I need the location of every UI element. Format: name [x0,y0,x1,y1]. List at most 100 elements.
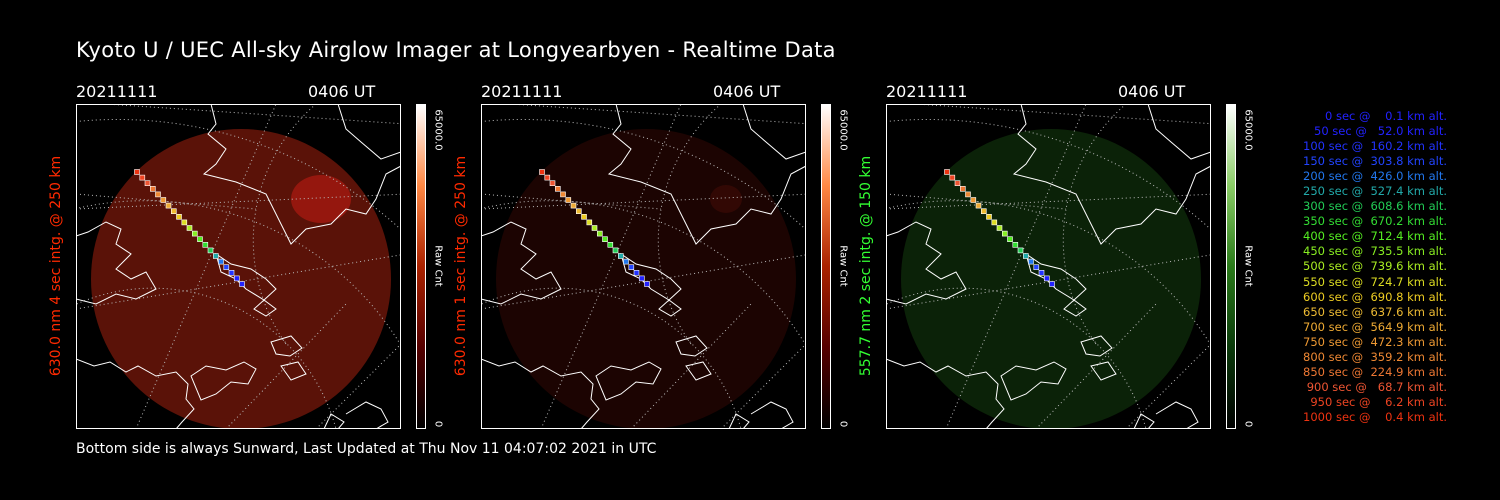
coastline [750,401,794,429]
coastline [1000,361,1067,401]
trajectory-marker [965,191,971,198]
coastline [620,252,682,301]
coastline [1155,401,1199,429]
trajectory-marker [539,169,545,175]
trajectory-marker [134,169,140,175]
trajectory-marker [975,202,982,209]
trajectory-marker [565,197,572,203]
trajectory-marker [228,270,235,276]
trajectory-marker [602,236,608,242]
legend-item: 550 sec @ 724.7 km alt. [1303,274,1447,289]
colorbar [821,104,831,429]
trajectory-marker [644,281,650,287]
trajectory-marker [949,174,956,181]
coastline [1147,104,1211,160]
trajectory-marker [960,186,966,192]
panel-wavelength-label: 557.7 nm 2 sec intg. @ 150 km [858,155,874,377]
legend-item: 350 sec @ 670.2 km alt. [1303,214,1447,229]
coastline [886,221,967,305]
legend-item: 650 sec @ 637.6 km alt. [1303,304,1447,319]
trajectory-marker [144,180,151,186]
coastline [337,104,401,160]
panel-date: 20211111 [481,82,563,101]
legend-item: 100 sec @ 160.2 km alt. [1303,139,1447,154]
coastline [886,358,1005,429]
trajectory-marker [954,180,961,186]
legend-item: 450 sec @ 735.5 km alt. [1303,244,1447,259]
legend-item: 1000 sec @ 0.4 km alt. [1303,409,1447,424]
legend-item: 500 sec @ 739.6 km alt. [1303,259,1447,274]
colorbar-max-label: 65000.0 [1242,109,1254,151]
coastline [76,358,195,429]
coastline [76,221,157,305]
trajectory-marker [628,264,635,270]
trajectory-marker [581,214,587,220]
coastline [253,299,277,317]
trajectory-marker [150,186,156,192]
colorbar-min-label: 0 [432,420,444,428]
allsky-image [886,104,1211,429]
grid-line [630,303,752,429]
legend-item: 600 sec @ 690.8 km alt. [1303,289,1447,304]
trajectory-marker [586,219,593,226]
altitude-legend: 0 sec @ 0.1 km alt. 50 sec @ 52.0 km alt.… [1262,109,1447,425]
panel-wavelength-label: 630.0 nm 1 sec intg. @ 250 km [453,155,469,377]
grid-line [76,287,337,429]
trajectory-marker [155,191,161,198]
trajectory-marker [607,242,614,248]
trajectory-marker [223,264,230,270]
trajectory-marker [165,202,172,209]
trajectory-marker [171,208,177,214]
legend-item: 0 sec @ 0.1 km alt. [1324,109,1447,123]
allsky-image [76,104,401,429]
coastline [215,252,277,301]
coastline [481,221,562,305]
coastline [345,401,389,429]
image-frame [886,104,1211,429]
panel-time: 0406 UT [308,82,376,101]
grid-line [886,118,1211,231]
coastline [675,335,708,357]
trajectory-marker [139,174,146,181]
trajectory-marker [160,197,167,203]
legend-item: 700 sec @ 564.9 km alt. [1303,319,1447,334]
trajectory-marker [1007,236,1013,242]
legend-item: 300 sec @ 608.6 km alt. [1303,199,1447,214]
legend-item: 850 sec @ 224.9 km alt. [1303,364,1447,379]
trajectory-marker [1017,247,1024,254]
trajectory-marker [239,281,245,287]
coastline [323,413,345,429]
coastline [270,335,303,357]
aurora-spot [710,185,742,213]
trajectory-marker [1038,270,1045,276]
legend-item: 800 sec @ 359.2 km alt. [1303,349,1447,364]
trajectory-marker [181,219,188,226]
allsky-map [481,104,806,429]
colorbar-max-label: 65000.0 [837,109,849,151]
trajectory-marker [560,191,566,198]
panel-date: 20211111 [76,82,158,101]
grid-line [540,104,682,429]
coastline [742,104,806,160]
trajectory-marker [996,225,1003,231]
legend-item: 250 sec @ 527.4 km alt. [1303,184,1447,199]
coastline [1080,335,1113,357]
trajectory-marker [207,247,214,254]
allsky-map [76,104,401,429]
trajectory-marker [570,202,577,209]
legend-item: 400 sec @ 712.4 km alt. [1303,229,1447,244]
coastline [1133,413,1155,429]
coastline [1012,104,1211,245]
coastline [658,299,682,317]
trajectory-marker [1002,230,1008,237]
coastline [1090,361,1117,381]
panel-time: 0406 UT [713,82,781,101]
legend-item: 950 sec @ 6.2 km alt. [1310,394,1447,409]
grid-line [510,104,806,125]
trajectory-marker [186,225,193,231]
footer-status: Bottom side is always Sunward, Last Upda… [76,441,657,457]
coastline [202,104,401,245]
trajectory-marker [549,180,556,186]
colorbar-min-label: 0 [837,420,849,428]
colorbar-unit-label: Raw Cnt [1242,245,1254,287]
